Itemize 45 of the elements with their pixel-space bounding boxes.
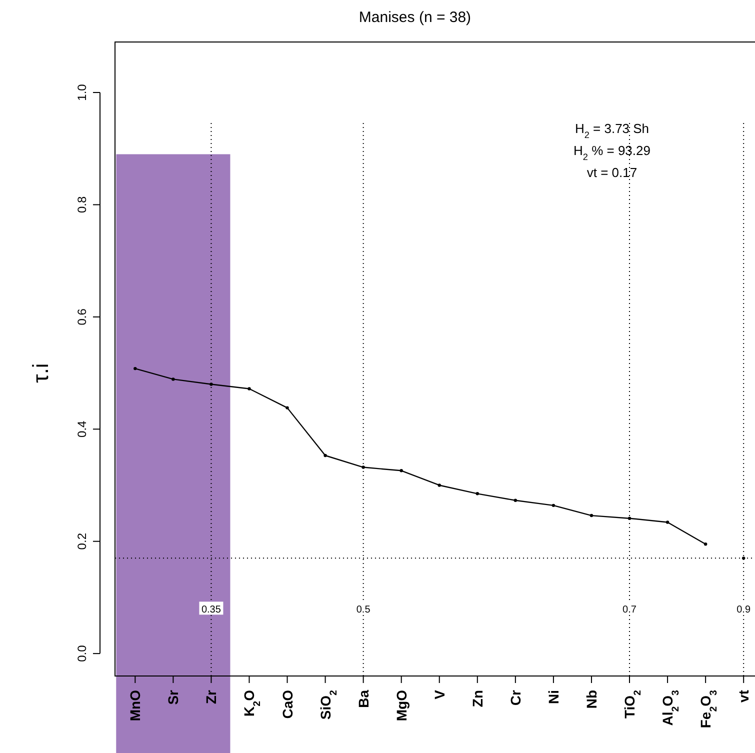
x-tick-label: Ni <box>545 690 562 704</box>
point <box>514 498 518 502</box>
point <box>476 492 479 496</box>
x-tick-label: V <box>431 689 448 700</box>
ref-line-label: 0.9 <box>736 604 751 616</box>
x-tick-label: Nb <box>583 690 600 709</box>
point <box>286 406 289 410</box>
chart-title: Manises (n = 38) <box>358 9 472 26</box>
point <box>172 378 175 381</box>
point <box>628 516 632 520</box>
x-tick-label: Ba <box>355 690 372 708</box>
point <box>704 542 708 546</box>
y-tick-label: 0.6 <box>75 308 89 326</box>
x-tick-label: Zr <box>203 689 220 704</box>
x-tick-label: Zn <box>469 690 486 708</box>
point <box>134 366 137 370</box>
ref-line-label: 0.5 <box>356 604 371 616</box>
y-tick-label: 0.4 <box>75 420 89 438</box>
point <box>438 484 441 487</box>
ref-line-label: 0.35 <box>201 604 222 616</box>
point <box>210 382 213 386</box>
point <box>742 556 746 560</box>
point <box>362 466 365 469</box>
annotation: H$_{2}$ = 3.73 Sh <box>574 121 650 140</box>
y-tick-label: 1.0 <box>75 84 89 101</box>
annotation: vt = 0.17 <box>586 165 638 180</box>
point <box>590 514 594 518</box>
x-tick-label: CaO <box>279 690 296 719</box>
point <box>552 504 556 508</box>
x-tick-label: Sr <box>165 689 182 705</box>
ref-line-label: 0.7 <box>622 604 637 616</box>
point <box>248 387 251 390</box>
x-tick-label: MgO <box>393 690 410 722</box>
x-tick-label: vt <box>736 690 752 702</box>
y-tick-label: 0.2 <box>75 532 89 550</box>
y-tick-label: 0.8 <box>75 196 89 214</box>
x-tick-label: MnO <box>127 690 144 722</box>
point <box>324 454 327 458</box>
line-series <box>134 366 708 546</box>
y-axis-title: τ.i <box>28 363 53 383</box>
point <box>666 520 670 524</box>
y-tick-label: 0.0 <box>75 644 89 662</box>
annotation: H$_{2}$ % = 93.29 <box>574 143 650 162</box>
x-tick-label: Cr <box>507 689 524 706</box>
point <box>400 469 403 472</box>
